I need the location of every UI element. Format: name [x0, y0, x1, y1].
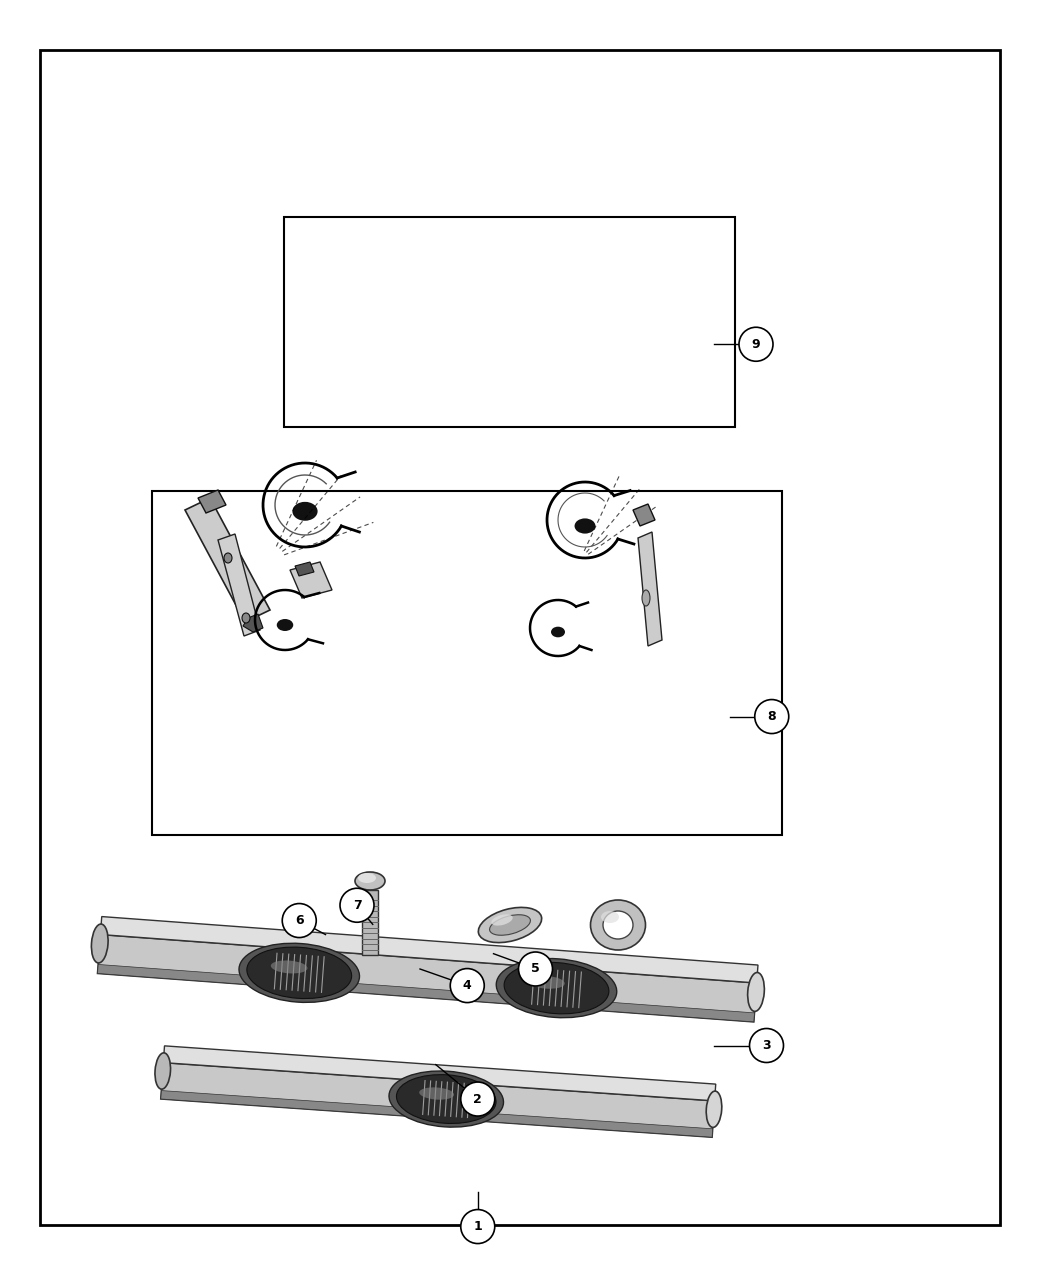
Text: 9: 9	[752, 338, 760, 351]
Ellipse shape	[504, 963, 609, 1014]
Ellipse shape	[242, 613, 250, 623]
Ellipse shape	[388, 1071, 504, 1127]
Ellipse shape	[358, 873, 376, 884]
Text: 1: 1	[474, 1220, 482, 1233]
FancyBboxPatch shape	[284, 217, 735, 427]
Ellipse shape	[707, 1091, 721, 1127]
Polygon shape	[218, 534, 260, 636]
FancyBboxPatch shape	[152, 491, 782, 835]
Ellipse shape	[528, 975, 565, 989]
Polygon shape	[161, 1090, 713, 1137]
Ellipse shape	[239, 944, 359, 1002]
Polygon shape	[185, 499, 270, 622]
Ellipse shape	[497, 959, 616, 1017]
Circle shape	[750, 1029, 783, 1062]
Ellipse shape	[419, 1088, 454, 1100]
Polygon shape	[638, 532, 662, 646]
Polygon shape	[98, 964, 755, 1021]
Ellipse shape	[224, 553, 232, 564]
Ellipse shape	[574, 519, 595, 534]
Ellipse shape	[590, 900, 646, 950]
Polygon shape	[290, 562, 332, 598]
Ellipse shape	[155, 1053, 170, 1089]
Polygon shape	[164, 1046, 716, 1100]
Ellipse shape	[271, 960, 308, 974]
Polygon shape	[98, 935, 757, 1021]
Circle shape	[282, 904, 316, 937]
Text: 7: 7	[353, 899, 361, 912]
Polygon shape	[362, 890, 378, 955]
Circle shape	[461, 1210, 495, 1243]
Text: 2: 2	[474, 1093, 482, 1105]
Ellipse shape	[642, 590, 650, 606]
Ellipse shape	[277, 618, 293, 631]
Polygon shape	[161, 1062, 715, 1137]
FancyBboxPatch shape	[40, 50, 1000, 1225]
Ellipse shape	[748, 973, 764, 1011]
Text: 6: 6	[295, 914, 303, 927]
Polygon shape	[295, 562, 314, 576]
Ellipse shape	[551, 627, 565, 638]
Polygon shape	[101, 917, 758, 983]
Polygon shape	[243, 615, 262, 632]
Circle shape	[461, 1082, 495, 1116]
Circle shape	[755, 700, 789, 733]
Ellipse shape	[247, 947, 352, 998]
Ellipse shape	[479, 908, 542, 942]
Text: 5: 5	[531, 963, 540, 975]
Circle shape	[519, 952, 552, 986]
Ellipse shape	[91, 924, 108, 963]
Text: 4: 4	[463, 979, 471, 992]
Circle shape	[340, 889, 374, 922]
Ellipse shape	[603, 912, 633, 938]
Circle shape	[739, 328, 773, 361]
Circle shape	[450, 969, 484, 1002]
Ellipse shape	[292, 502, 317, 520]
Ellipse shape	[601, 912, 619, 923]
Ellipse shape	[397, 1075, 496, 1123]
Ellipse shape	[489, 914, 530, 936]
Text: 3: 3	[762, 1039, 771, 1052]
Text: 8: 8	[768, 710, 776, 723]
Ellipse shape	[355, 872, 385, 890]
Ellipse shape	[491, 914, 512, 926]
Polygon shape	[633, 504, 655, 527]
Polygon shape	[198, 490, 226, 513]
